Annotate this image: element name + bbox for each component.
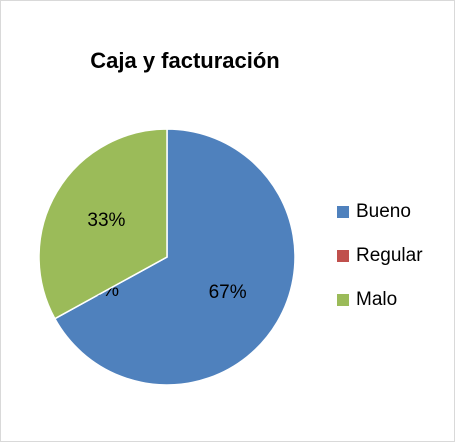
legend-label: Regular [356, 245, 423, 266]
chart-title: Caja y facturación [90, 48, 280, 73]
data-label: 67% [209, 282, 247, 303]
legend-swatch [337, 294, 349, 306]
legend-swatch [337, 206, 349, 218]
legend-swatch [337, 250, 349, 262]
data-label: 33% [87, 210, 125, 231]
pie-slice [53, 128, 296, 386]
pie-slice [38, 128, 168, 320]
legend-label: Bueno [356, 201, 411, 222]
legend-label: Malo [356, 289, 397, 310]
